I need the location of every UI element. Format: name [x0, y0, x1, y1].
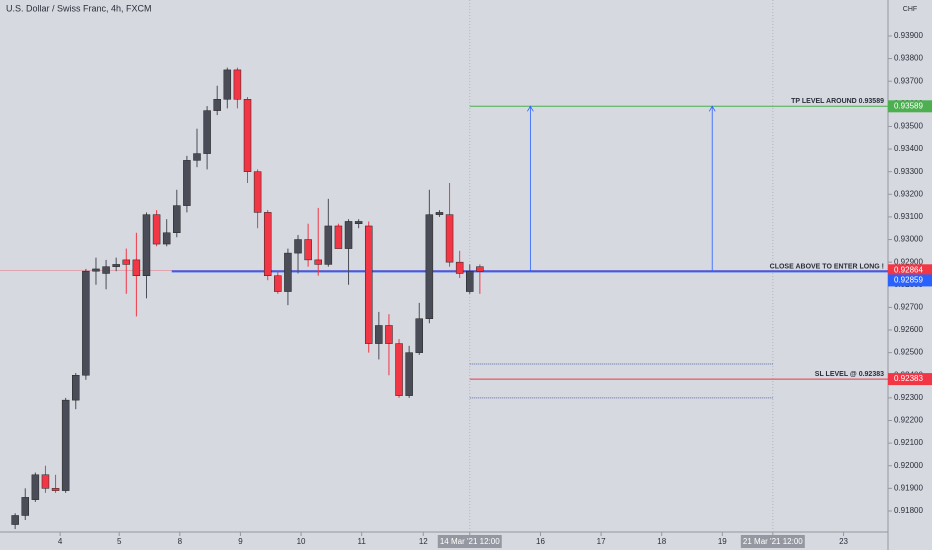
y-tick-label: 0.93500: [894, 122, 923, 131]
x-tick-label: 12: [419, 537, 428, 546]
x-tick-label: 11: [358, 537, 367, 546]
candle-body: [213, 99, 221, 111]
y-tick-label: 0.91800: [894, 506, 923, 515]
y-tick-label: 0.93100: [894, 212, 923, 221]
price-tag: [888, 100, 932, 113]
y-tick-label: 0.93000: [894, 235, 923, 244]
candle-body: [122, 259, 131, 265]
candle-body: [476, 266, 484, 272]
level-label: TP LEVEL AROUND 0.93589: [791, 98, 884, 105]
y-tick-label: 0.92600: [894, 325, 923, 334]
y-tick-label: 0.92900: [894, 257, 923, 266]
candle-body: [263, 212, 272, 276]
candle-body: [284, 252, 292, 292]
y-tick-label: 0.92100: [894, 438, 923, 447]
y-tick-label: 0.93200: [894, 189, 923, 198]
candle-body: [51, 488, 60, 491]
candle-body: [173, 205, 181, 234]
candle-body: [274, 275, 282, 292]
candle-body: [102, 266, 110, 274]
candle-body: [223, 69, 232, 100]
x-tick-label: 4: [58, 537, 63, 546]
candle-body: [183, 160, 191, 206]
y-tick-label: 0.92500: [894, 348, 923, 357]
price-tag-label: 0.92859: [894, 276, 923, 285]
candle-body: [364, 225, 373, 344]
candle-body: [344, 221, 353, 249]
chart-title: U.S. Dollar / Swiss Franc, 4h, FXCM: [6, 3, 152, 13]
y-tick-label: 0.92200: [894, 416, 923, 425]
y-tick-label: 0.93800: [894, 54, 923, 63]
y-tick-label: 0.93700: [894, 76, 923, 85]
arrow-head: [527, 105, 534, 112]
candle-body: [314, 259, 322, 265]
candle-body: [72, 375, 80, 401]
y-tick-label: 0.93300: [894, 167, 923, 176]
candle-body: [21, 497, 30, 516]
y-tick-label: 0.92700: [894, 303, 923, 312]
candle-body: [415, 318, 423, 353]
candle-body: [112, 264, 120, 267]
candle-body: [405, 352, 413, 396]
y-tick-label: 0.92000: [894, 461, 923, 470]
price-tag-label: 0.93589: [894, 101, 923, 110]
candle-body: [294, 239, 302, 254]
candle-body: [193, 153, 201, 161]
y-tick-label: 0.93400: [894, 144, 923, 153]
x-tick-label: 5: [117, 537, 122, 546]
candle-body: [243, 99, 252, 172]
x-tick-label: 9: [238, 537, 243, 546]
candle-body: [61, 399, 70, 491]
x-tick-label: 21 Mar '21 12:00: [743, 537, 803, 546]
x-tick-label: 10: [297, 537, 306, 546]
candle-body: [82, 270, 90, 376]
candle-body: [92, 268, 100, 272]
candle-body: [354, 221, 363, 224]
candle-body: [445, 214, 454, 263]
y-tick-label: 0.92300: [894, 393, 923, 402]
candle-body: [11, 515, 19, 525]
candle-body: [466, 270, 474, 292]
x-tick-label: 16: [536, 537, 545, 546]
candle-body: [162, 232, 171, 245]
x-tick-label: 17: [597, 537, 606, 546]
candle-body: [142, 214, 151, 276]
candle-body: [324, 225, 333, 265]
candle-body: [435, 212, 444, 215]
currency-label: CHF: [903, 6, 917, 13]
level-label: CLOSE ABOVE TO ENTER LONG !: [770, 263, 884, 270]
candle-body: [425, 214, 434, 319]
candle-body: [304, 239, 312, 261]
y-tick-label: 0.91900: [894, 483, 923, 492]
candle-body: [41, 474, 50, 489]
price-tag: [888, 373, 932, 386]
x-tick-label: 14 Mar '21 12:00: [440, 537, 500, 546]
price-tag-label: 0.92864: [894, 265, 923, 274]
candle-body: [395, 343, 403, 396]
candle-body: [152, 214, 161, 245]
level-label: SL LEVEL @ 0.92383: [815, 371, 884, 378]
candle-body: [385, 325, 393, 344]
candle-body: [455, 261, 464, 274]
price-tag-label: 0.92383: [894, 374, 923, 383]
candle-body: [375, 325, 383, 344]
candle-body: [203, 110, 211, 154]
x-tick-label: 18: [657, 537, 666, 546]
candle-body: [334, 225, 343, 249]
candle-body: [253, 171, 262, 213]
candle-body: [132, 259, 141, 276]
x-tick-label: 23: [839, 537, 848, 546]
x-tick-label: 19: [718, 537, 727, 546]
arrow-head: [708, 105, 716, 112]
candle-body: [31, 474, 40, 500]
x-crosshair-tag: [740, 535, 805, 548]
candle-body: [233, 69, 242, 100]
price-tag: [888, 274, 932, 287]
x-tick-label: 8: [178, 537, 183, 546]
x-crosshair-tag: [437, 535, 502, 548]
y-tick-label: 0.93900: [894, 31, 923, 40]
